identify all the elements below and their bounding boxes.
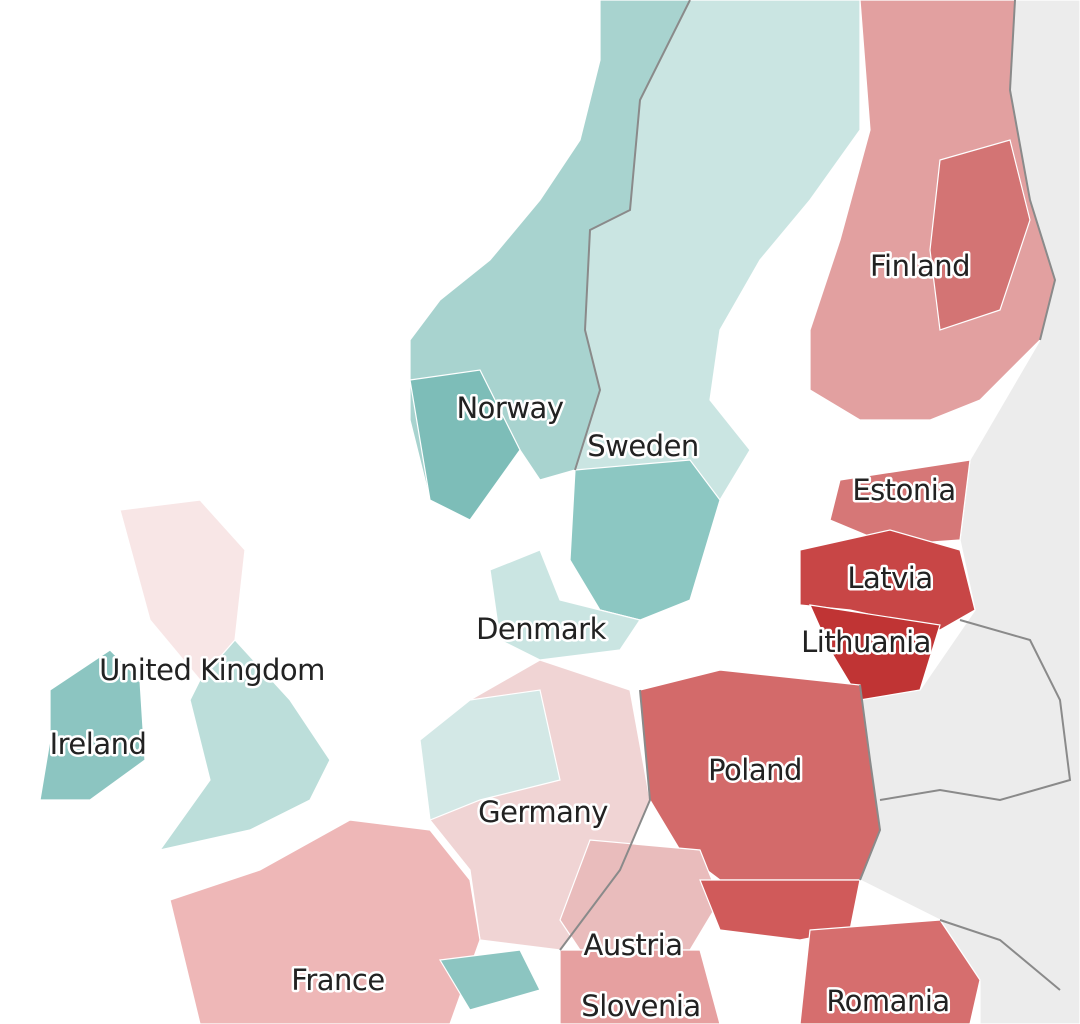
- country-label: Ireland: [50, 727, 147, 761]
- norway-south: [409, 369, 521, 521]
- border: [1008, 0, 1057, 341]
- borders: [559, 0, 1072, 991]
- country-label: Norway: [456, 391, 563, 425]
- ireland: [39, 649, 146, 801]
- border: [939, 919, 1061, 991]
- country-label: France: [291, 963, 384, 997]
- labels: Finland Norway Sweden Estonia Latvia Lit…: [47, 247, 973, 1024]
- country-label: Austria: [584, 928, 683, 962]
- france: [169, 819, 481, 1024]
- switzerland: [439, 949, 541, 1011]
- country-label: Poland: [708, 753, 802, 787]
- border: [859, 684, 882, 881]
- romania: [799, 919, 981, 1024]
- country-label: Sweden: [587, 429, 699, 463]
- country-label: Slovenia: [581, 989, 700, 1023]
- country-label: United Kingdom: [99, 653, 325, 687]
- land: [39, 0, 1080, 1024]
- country-label: Denmark: [476, 612, 606, 646]
- country-label: Lithuania: [801, 625, 931, 659]
- slovenia: [559, 949, 721, 1024]
- country-label: Germany: [478, 795, 608, 829]
- germany-north: [419, 689, 561, 821]
- finland-east: [929, 139, 1031, 331]
- country-label: Estonia: [852, 473, 955, 507]
- country-label: Romania: [826, 984, 949, 1018]
- lithuania: [809, 604, 941, 701]
- sweden-south: [569, 459, 721, 621]
- country-label: Finland: [870, 249, 970, 283]
- latvia: [799, 529, 976, 631]
- border: [574, 0, 691, 471]
- border: [559, 689, 652, 951]
- united-kingdom: [158, 639, 331, 851]
- denmark: [489, 549, 641, 661]
- country-label: Latvia: [847, 561, 932, 595]
- border: [879, 619, 1072, 802]
